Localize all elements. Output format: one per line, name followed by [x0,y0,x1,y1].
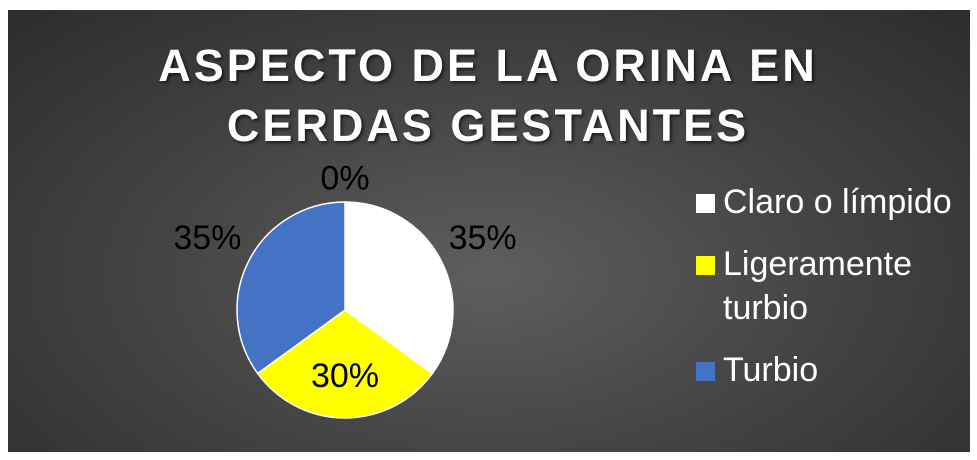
legend: Claro o límpido Ligeramente turbio Turbio [696,180,968,410]
pie-slice [256,309,434,419]
pie-slice [344,201,454,375]
legend-label: Turbio [723,351,819,389]
chart: ASPECTO DE LA ORINA EN CERDAS GESTANTES … [8,10,970,452]
legend-entry: Turbio [696,348,968,392]
plot: 35% 30% 35% 0% [173,159,517,419]
legend-swatch [696,362,715,381]
legend-swatch [696,256,715,275]
data-label: 0% [320,159,369,197]
legend-label: Claro o límpido [723,183,952,221]
legend-entry: Claro o límpido [696,180,968,224]
data-label: 30% [311,357,379,395]
chart-title: ASPECTO DE LA ORINA EN CERDAS GESTANTES [158,40,818,151]
pie-slice [236,201,346,375]
legend-swatch [696,194,715,213]
data-label: 35% [173,219,241,257]
legend-entry: Ligeramente turbio [696,242,968,330]
data-label: 35% [449,219,517,257]
legend-label: Ligeramente turbio [723,245,913,327]
